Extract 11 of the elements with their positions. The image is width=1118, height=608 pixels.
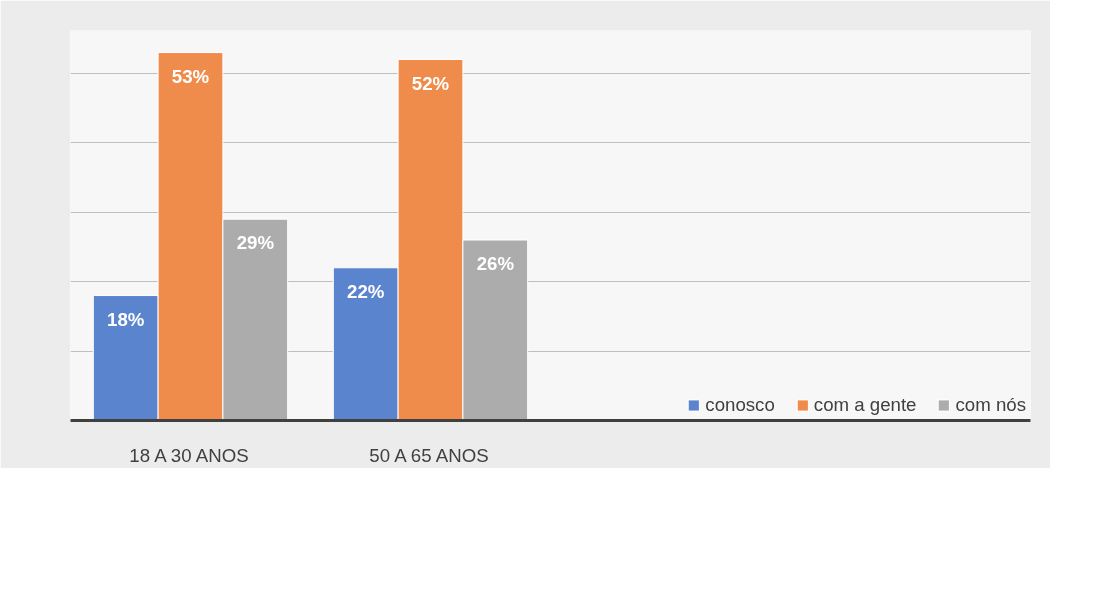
data-label: 26%: [476, 253, 515, 275]
data-label: 52%: [411, 72, 450, 94]
data-label: 22%: [347, 280, 385, 302]
data-label: 53%: [171, 65, 210, 87]
legend-label: com a gente: [813, 394, 917, 416]
legend-label: com nós: [955, 394, 1026, 416]
data-label: 29%: [236, 232, 275, 254]
x-tick-label: 50 A 65 ANOS: [369, 444, 489, 466]
legend-label: conosco: [705, 394, 775, 416]
x-tick-label: 18 A 30 ANOS: [129, 444, 249, 466]
data-label: 18%: [107, 308, 145, 330]
